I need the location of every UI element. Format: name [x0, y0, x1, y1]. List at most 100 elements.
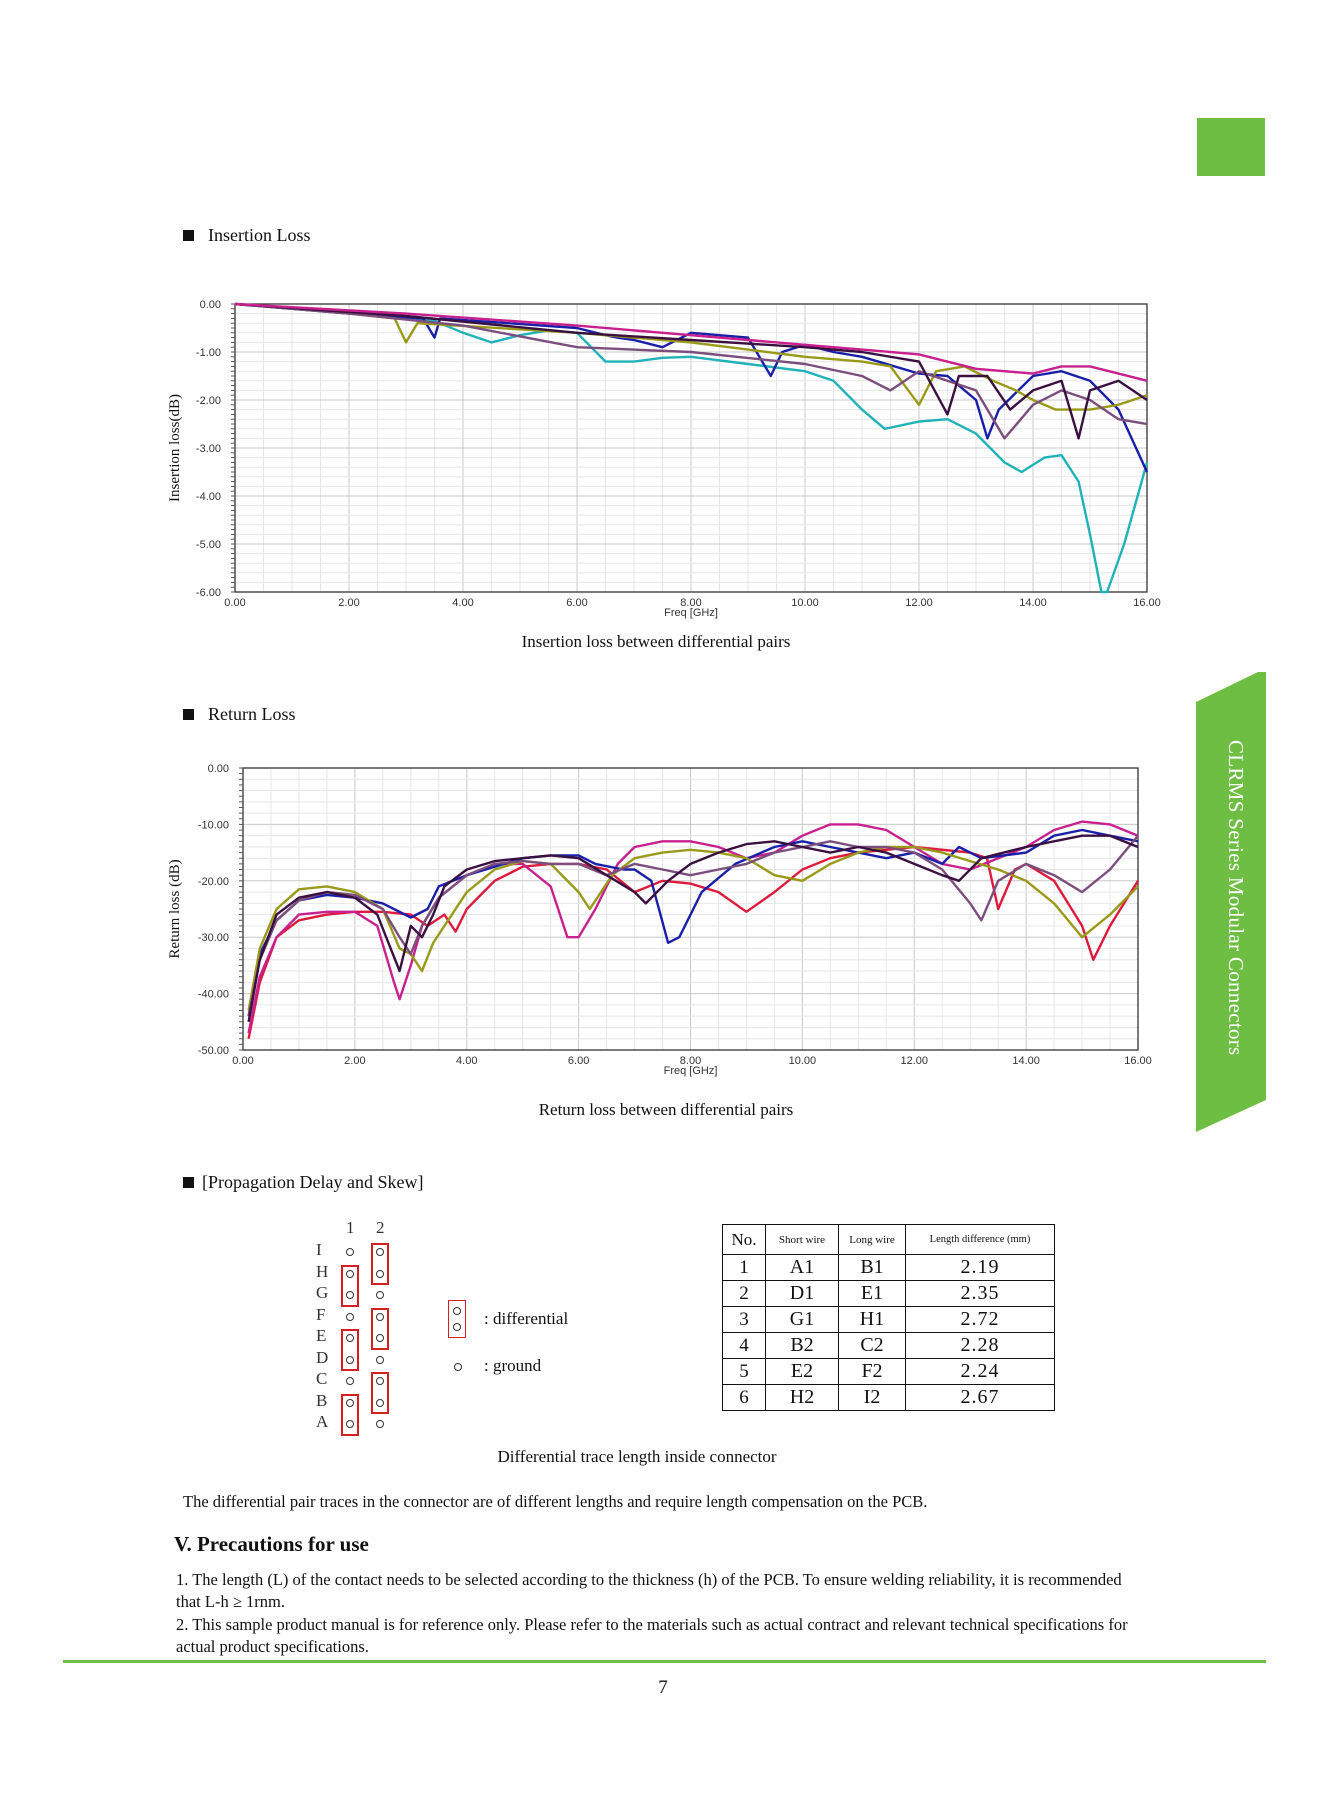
- x-tick-label: 16.00: [1124, 1055, 1152, 1067]
- row-no: 5: [722, 1358, 766, 1385]
- pin-contact: [346, 1377, 354, 1385]
- series-line-6: [247, 834, 1139, 1023]
- series-line-2: [247, 820, 1139, 1034]
- legend-ground-text: : ground: [484, 1356, 542, 1375]
- x-tick-label: 6.00: [566, 597, 587, 609]
- row-label: I: [316, 1240, 322, 1259]
- differential-pair-box: [371, 1372, 389, 1414]
- pin-contact: [346, 1269, 354, 1278]
- return-loss-chart: 0.00 2.00 4.00 6.00 8.00 10.00 12.00 14.00 16.00…: [165, 755, 1165, 1095]
- pin-contact: [376, 1269, 384, 1278]
- row-label: C: [316, 1369, 328, 1388]
- pin-contact: [346, 1312, 354, 1321]
- x-tick-label: 14.00: [1019, 597, 1047, 609]
- length-note: The differential pair traces in the conn…: [183, 1492, 928, 1511]
- y-tick-label: -5.00: [196, 539, 221, 551]
- pin-contact: [346, 1398, 354, 1407]
- header-length-difference: Length difference (mm): [905, 1224, 1055, 1255]
- row-long-wire: I2: [838, 1384, 906, 1411]
- column-label-2: 2: [376, 1218, 385, 1237]
- y-tick-label: -3.00: [196, 443, 221, 455]
- pin-contact: [376, 1420, 384, 1428]
- pin-contact: [346, 1420, 354, 1428]
- chart-grid: [234, 303, 1148, 593]
- corner-tab: [1197, 118, 1265, 176]
- series-line-5: [234, 302, 1148, 440]
- footer-divider: [63, 1660, 1266, 1663]
- skew-table-body: 1 A1 B1 2.19 2 D1 E1 2.35 3 G1 H1 2.72 4 B2 C2 2.28 5 E2 F…: [722, 1254, 1055, 1411]
- row-short-wire: D1: [765, 1280, 839, 1307]
- precaution-item-1: 1. The length (L) of the contact needs t…: [176, 1570, 1122, 1611]
- y-tick-label: -20.00: [198, 876, 229, 888]
- legend-differential-symbol: [448, 1300, 468, 1340]
- insertion-loss-svg: 0.00 2.00 4.00 6.00 8.00 10.00 12.00 14.00 16.00…: [167, 299, 1161, 619]
- pin-contact: [346, 1291, 354, 1299]
- y-tick-label: 0.00: [208, 763, 229, 775]
- x-tick-label: 2.00: [344, 1055, 365, 1067]
- row-no: 4: [722, 1332, 766, 1359]
- header-long-wire: Long wire: [838, 1224, 906, 1255]
- row-short-wire: E2: [765, 1358, 839, 1385]
- pin-contact: [346, 1248, 354, 1256]
- row-no: 3: [722, 1306, 766, 1333]
- precautions-title: V. Precautions for use: [174, 1532, 369, 1556]
- row-length-difference: 2.35: [905, 1280, 1055, 1307]
- differential-pair-box: [341, 1329, 359, 1371]
- row-long-wire: B1: [838, 1254, 906, 1281]
- x-tick-label: 0.00: [232, 1055, 253, 1067]
- y-tick-label: -2.00: [196, 395, 221, 407]
- x-tick-label: 12.00: [905, 597, 933, 609]
- x-axis-label: Freq [GHz]: [664, 607, 718, 619]
- row-short-wire: G1: [765, 1306, 839, 1333]
- differential-pair-box: [371, 1307, 389, 1350]
- y-tick-label: 0.00: [200, 299, 221, 311]
- skew-table: No. Short wire Long wire Length differen…: [722, 1224, 1055, 1411]
- differential-pair-box: [341, 1264, 359, 1307]
- row-long-wire: C2: [838, 1332, 906, 1359]
- x-tick-label: 8.00: [680, 597, 701, 609]
- pin-contact: [376, 1291, 384, 1299]
- header-short-wire: Short wire: [765, 1224, 839, 1255]
- series-line-5: [247, 834, 1139, 1017]
- y-axis-label: Insertion loss(dB): [167, 394, 183, 502]
- row-long-wire: E1: [838, 1280, 906, 1307]
- side-banner: [1196, 672, 1266, 1132]
- column-label-1: 1: [346, 1218, 355, 1237]
- pin-contact: [346, 1355, 354, 1364]
- return-heading-text: Return Loss: [208, 704, 296, 724]
- series-line-1: [234, 302, 1149, 594]
- x-tick-label: 10.00: [791, 597, 819, 609]
- insertion-caption: Insertion loss between differential pair…: [521, 632, 791, 651]
- row-label: B: [316, 1390, 328, 1410]
- differential-pair-box: [371, 1243, 389, 1285]
- pin-contact: [376, 1355, 384, 1364]
- series-line-2: [234, 302, 1149, 473]
- insertion-heading-text: Insertion Loss: [208, 225, 311, 245]
- x-tick-label: 12.00: [900, 1055, 928, 1067]
- x-tick-label: 4.00: [456, 1055, 477, 1067]
- y-axis-label: Return loss (dB): [167, 859, 183, 958]
- row-no: 1: [722, 1254, 766, 1281]
- y-tick-label: -4.00: [196, 491, 221, 503]
- row-short-wire: B2: [765, 1332, 839, 1359]
- row-length-difference: 2.67: [905, 1384, 1055, 1411]
- header-no: No.: [722, 1224, 766, 1255]
- insertion-heading: Insertion Loss: [183, 225, 311, 246]
- pin-contact: [376, 1312, 384, 1321]
- page-number: 7: [658, 1677, 668, 1698]
- table-row: 2 D1 E1 2.35: [722, 1280, 1055, 1307]
- bullet-square-icon: [183, 1177, 194, 1188]
- row-label: D: [316, 1347, 329, 1367]
- row-no: 6: [722, 1384, 766, 1411]
- row-label: H: [316, 1261, 329, 1281]
- row-length-difference: 2.28: [905, 1332, 1055, 1359]
- pin-contact: [376, 1334, 384, 1342]
- y-tick-label: -10.00: [198, 819, 229, 831]
- legend-ground-symbol: [454, 1363, 462, 1371]
- row-length-difference: 2.19: [905, 1254, 1055, 1281]
- x-axis-label: Freq [GHz]: [664, 1065, 718, 1077]
- chart-grid: [242, 767, 1139, 1051]
- table-row: 1 A1 B1 2.19: [722, 1254, 1055, 1281]
- row-label: A: [316, 1412, 329, 1431]
